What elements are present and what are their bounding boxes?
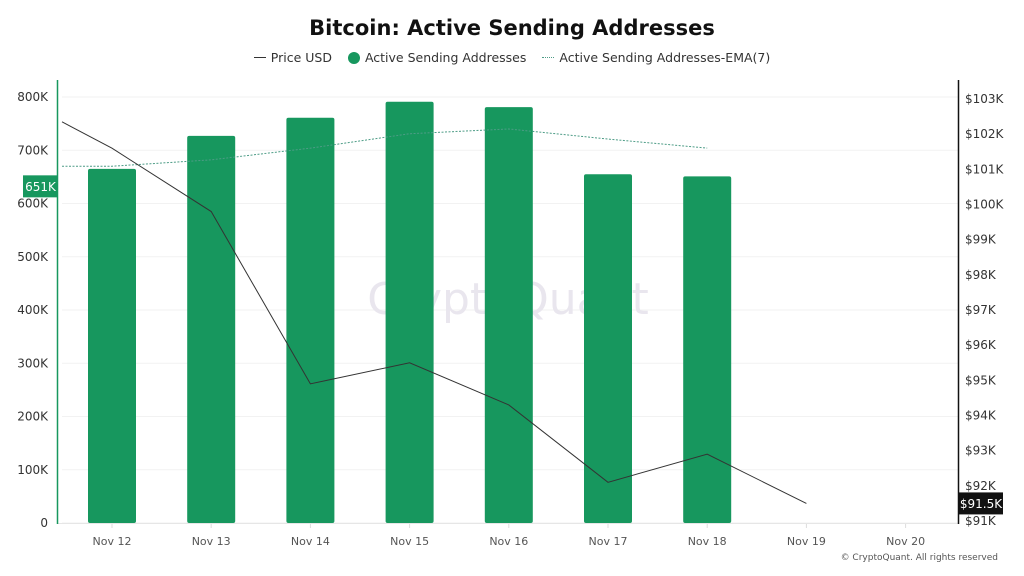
x-axis-tick-label: Nov 19 bbox=[787, 535, 826, 548]
left-axis-tick-label: 100K bbox=[17, 463, 49, 477]
x-axis-tick-label: Nov 20 bbox=[886, 535, 925, 548]
chart-title: Bitcoin: Active Sending Addresses bbox=[309, 16, 715, 40]
left-axis-tick-label: 200K bbox=[17, 410, 49, 424]
x-axis-tick-label: Nov 15 bbox=[390, 535, 429, 548]
ema-line bbox=[62, 128, 708, 167]
right-axis-tick-label: $92K bbox=[965, 479, 997, 493]
left-axis-tick-label: 400K bbox=[17, 303, 49, 317]
right-axis-tick-label: $93K bbox=[965, 444, 997, 458]
left-axis-tick-label: 0 bbox=[40, 516, 48, 530]
bar-active-sending-addresses[interactable] bbox=[385, 101, 434, 523]
right-axis-tick-label: $94K bbox=[965, 409, 997, 423]
x-axis-tick-label: Nov 13 bbox=[192, 535, 231, 548]
left-axis-tick-label: 500K bbox=[17, 250, 49, 264]
x-axis-tick-label: Nov 17 bbox=[589, 535, 628, 548]
legend-label: Active Sending Addresses bbox=[364, 50, 527, 65]
right-axis-tick-label: $102K bbox=[965, 127, 1005, 141]
price-line bbox=[61, 121, 807, 504]
right-axis-tick-label: $100K bbox=[965, 198, 1005, 212]
right-last-value-text: $91.5K bbox=[960, 497, 1003, 511]
right-axis-tick-label: $97K bbox=[965, 303, 997, 317]
x-axis-tick-label: Nov 12 bbox=[93, 535, 132, 548]
right-axis-tick-label: $101K bbox=[965, 162, 1005, 176]
right-axis-tick-label: $96K bbox=[965, 338, 997, 352]
legend-label: Price USD bbox=[270, 50, 332, 65]
legend-item-price[interactable]: Price USD bbox=[253, 50, 332, 65]
right-axis-tick-label: $95K bbox=[965, 373, 997, 387]
left-axis-tick-label: 300K bbox=[17, 356, 49, 370]
bar-active-sending-addresses[interactable] bbox=[187, 135, 236, 523]
bar-active-sending-addresses[interactable] bbox=[286, 117, 335, 523]
right-axis-tick-label: $98K bbox=[965, 268, 997, 282]
right-axis-tick-label: $91K bbox=[965, 514, 997, 528]
legend-item-ema[interactable]: Active Sending Addresses-EMA(7) bbox=[542, 50, 770, 65]
left-last-value-text: 651K bbox=[25, 180, 57, 194]
x-axis-tick-label: Nov 18 bbox=[688, 535, 727, 548]
left-axis-tick-label: 800K bbox=[17, 90, 49, 104]
left-axis-tick-label: 700K bbox=[17, 143, 49, 157]
left-axis-tick-label: 600K bbox=[17, 197, 49, 211]
bar-active-sending-addresses[interactable] bbox=[683, 176, 732, 523]
bar-active-sending-addresses[interactable] bbox=[88, 168, 136, 523]
legend-label: Active Sending Addresses-EMA(7) bbox=[559, 50, 771, 65]
right-last-value-marker bbox=[959, 492, 1003, 515]
x-axis-tick-label: Nov 14 bbox=[291, 535, 330, 548]
bar-active-sending-addresses[interactable] bbox=[584, 174, 632, 523]
left-last-value-marker bbox=[23, 175, 58, 198]
right-axis-tick-label: $103K bbox=[965, 92, 1005, 106]
dotted-line-swatch-icon bbox=[542, 57, 555, 58]
right-axis-tick-label: $99K bbox=[965, 233, 997, 247]
chart-legend: Price USD Active Sending Addresses Activ… bbox=[0, 50, 1024, 65]
legend-item-active-sending-addresses[interactable]: Active Sending Addresses bbox=[347, 50, 527, 65]
line-swatch-icon bbox=[253, 57, 266, 58]
x-axis-tick-label: Nov 16 bbox=[489, 535, 528, 548]
copyright-footer: © CryptoQuant. All rights reserved bbox=[840, 553, 998, 563]
dot-swatch-icon bbox=[347, 51, 360, 64]
bar-active-sending-addresses[interactable] bbox=[484, 107, 533, 524]
